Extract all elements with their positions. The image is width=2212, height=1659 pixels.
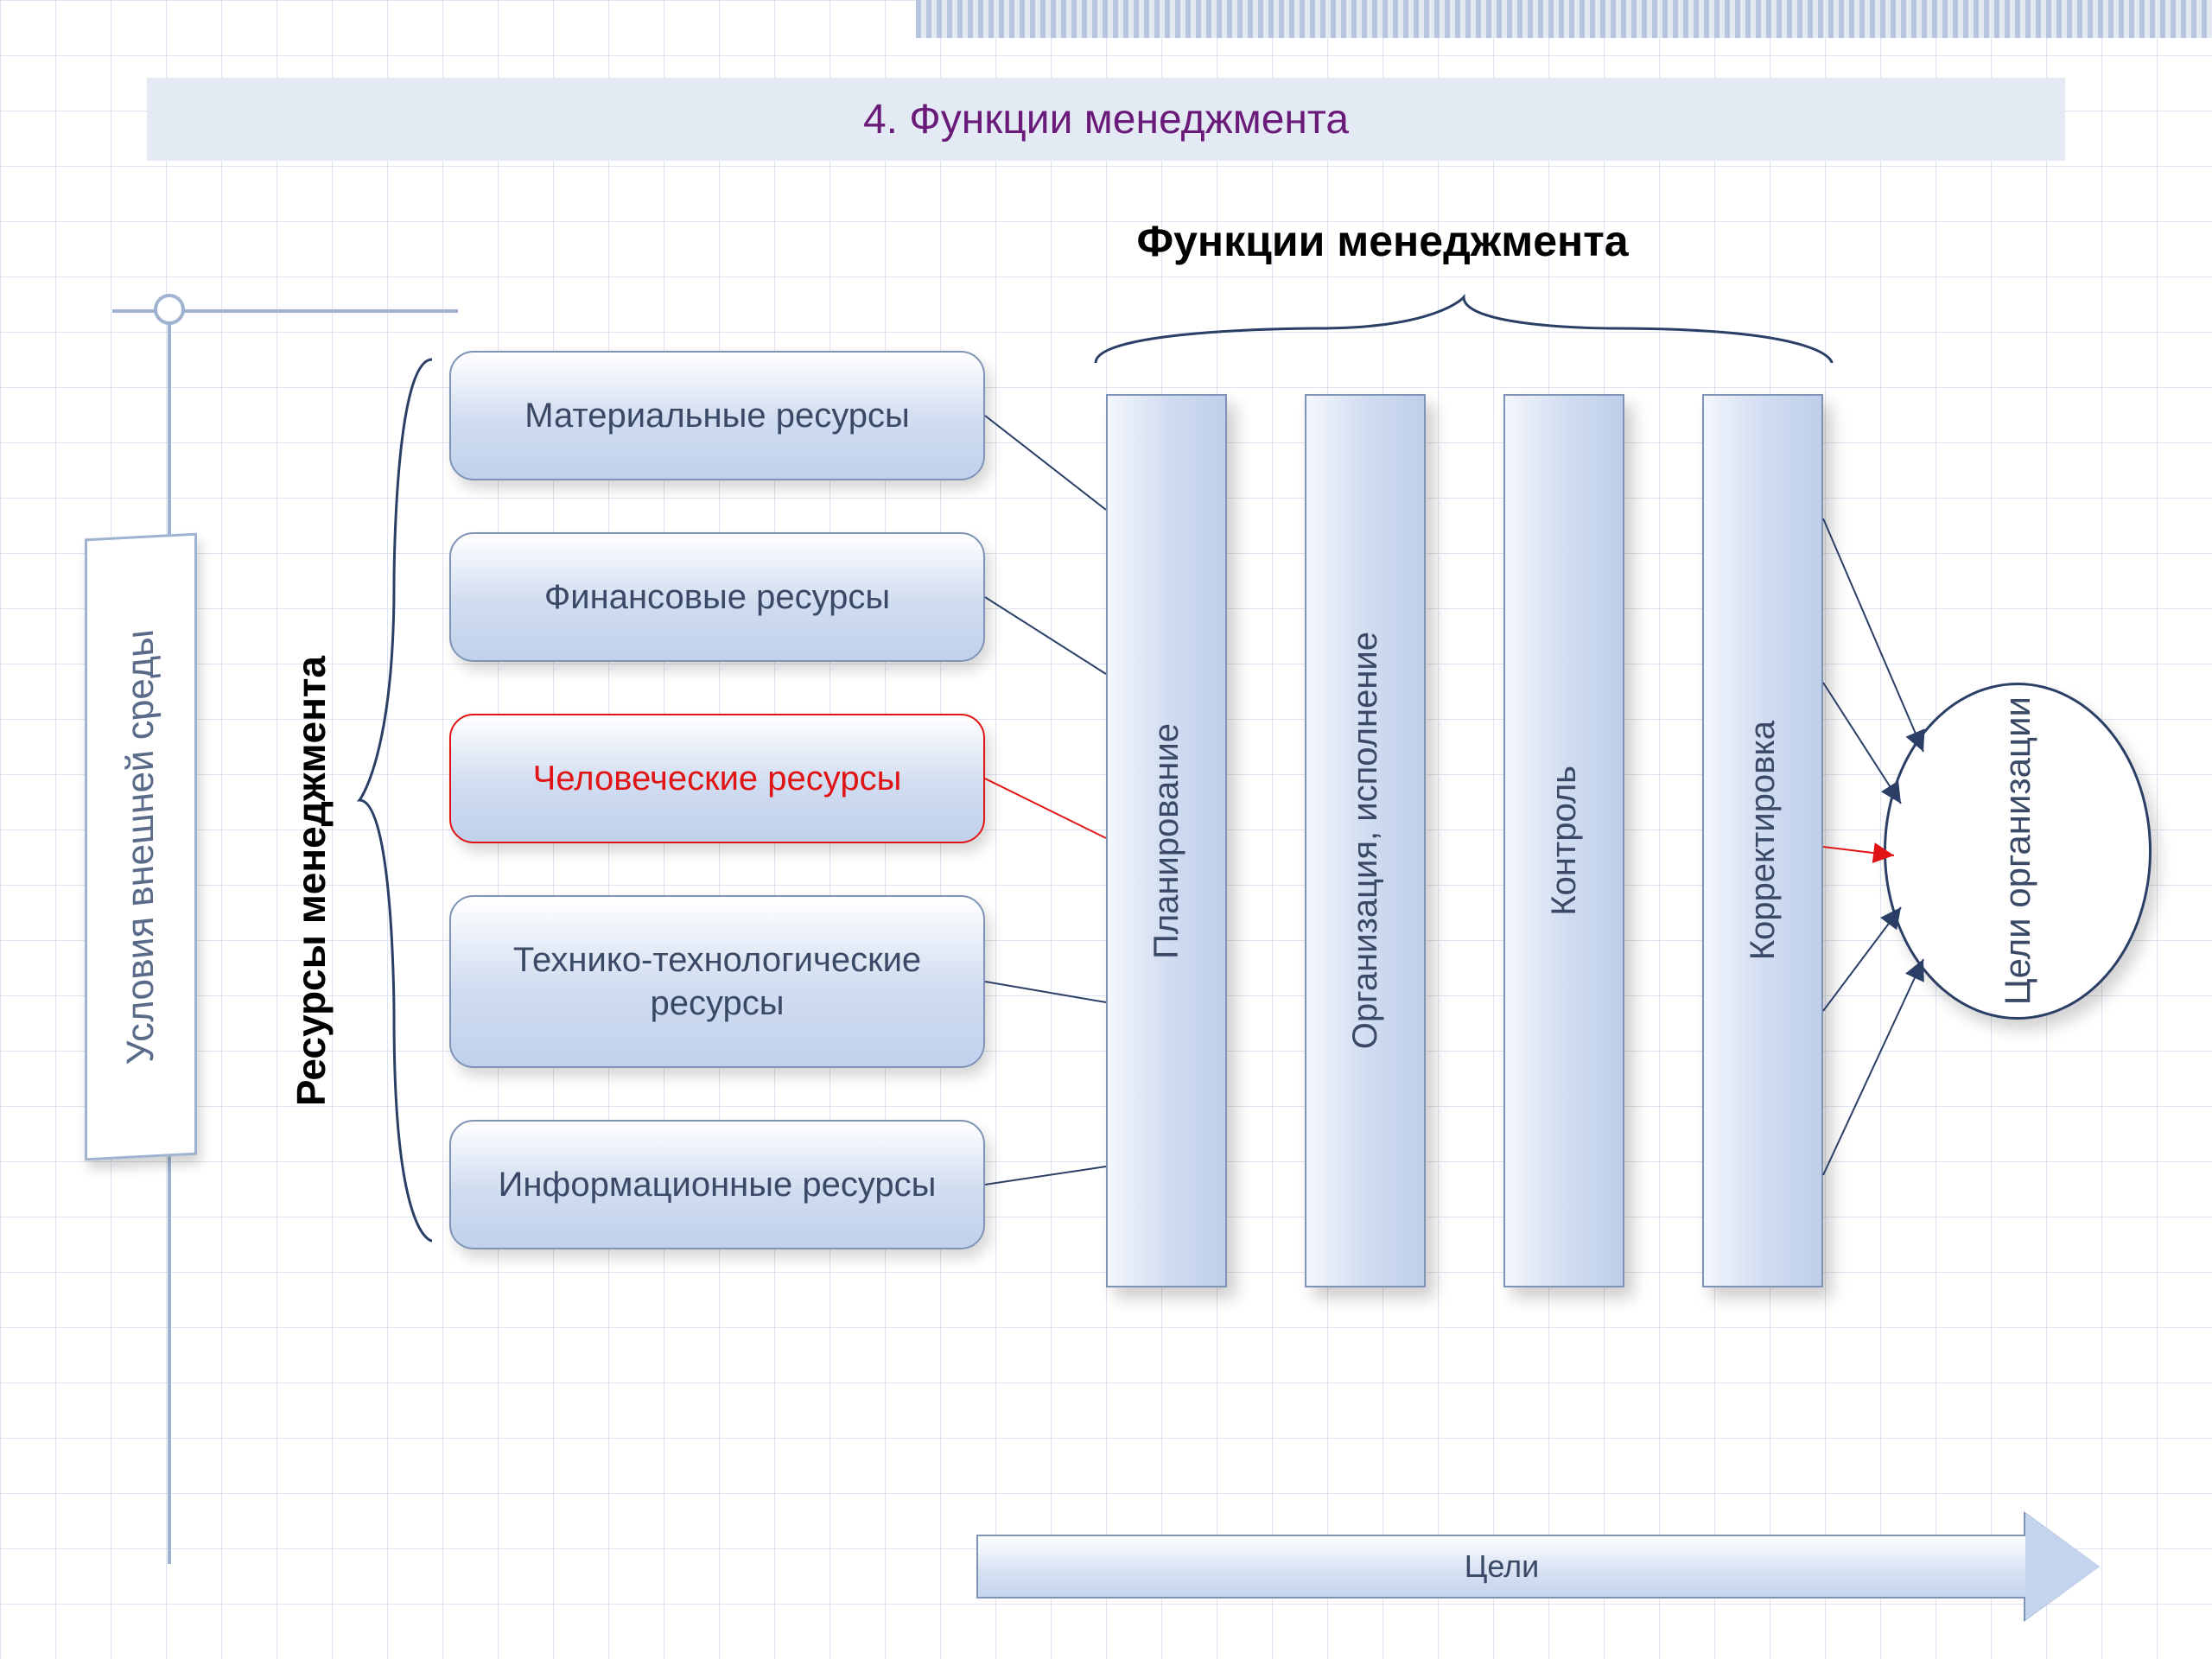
arrow-line [1823,518,1923,752]
resource-label: Материальные ресурсы [524,394,910,437]
connector-line-highlight [985,779,1106,838]
resource-box: Материальные ресурсы [449,351,985,480]
function-pillar: Контроль [1503,394,1624,1287]
external-environment-box: Условия внешней среды [85,533,197,1161]
connector-line [985,1166,1106,1185]
function-pillar-label: Организация, исполнение [1346,632,1385,1049]
resources-group-label: Ресурсы менеджмента [288,656,334,1106]
top-brace-icon [1096,297,1832,363]
function-pillar: Планирование [1106,394,1227,1287]
left-brace-icon [359,359,432,1241]
function-pillar-label: Корректировка [1744,721,1783,960]
connector-line [985,597,1106,674]
function-pillar-label: Контроль [1545,766,1584,916]
slide-title-bar: 4. Функции менеджмента [147,78,2065,161]
arrow-line [1823,907,1901,1011]
decor-circle-icon [154,294,185,325]
resource-box: Технико-технологические ресурсы [449,895,985,1068]
resource-box: Финансовые ресурсы [449,532,985,662]
diagram-subtitle: Функции менеджмента [907,216,1858,266]
slide-title: 4. Функции менеджмента [863,96,1349,143]
resource-label: Технико-технологические ресурсы [468,938,966,1025]
goal-label: Цели организации [1994,696,2042,1005]
arrow-line [1823,959,1923,1175]
external-environment-label: Условия внешней среды [119,627,162,1065]
bottom-arrow-label: Цели [1465,1548,1540,1585]
function-pillar: Корректировка [1702,394,1823,1287]
goal-ellipse: Цели организации [1884,683,2152,1020]
bottom-arrow: Цели [976,1535,2100,1599]
resource-label: Финансовые ресурсы [544,575,890,619]
top-decorative-stripe [916,0,2212,38]
arrow-line [1823,683,1901,804]
resource-box: Информационные ресурсы [449,1120,985,1249]
resource-box-highlight: Человеческие ресурсы [449,714,985,843]
bottom-arrow-head-icon [2025,1513,2100,1620]
bottom-arrow-shaft: Цели [976,1535,2025,1599]
connector-line [985,982,1106,1002]
resource-label: Информационные ресурсы [499,1163,937,1206]
function-pillar-label: Планирование [1147,723,1186,959]
function-pillar: Организация, исполнение [1305,394,1426,1287]
resources-group-label-container: Ресурсы менеджмента [276,467,346,1296]
connector-line [985,416,1106,510]
resource-label: Человеческие ресурсы [533,757,902,800]
